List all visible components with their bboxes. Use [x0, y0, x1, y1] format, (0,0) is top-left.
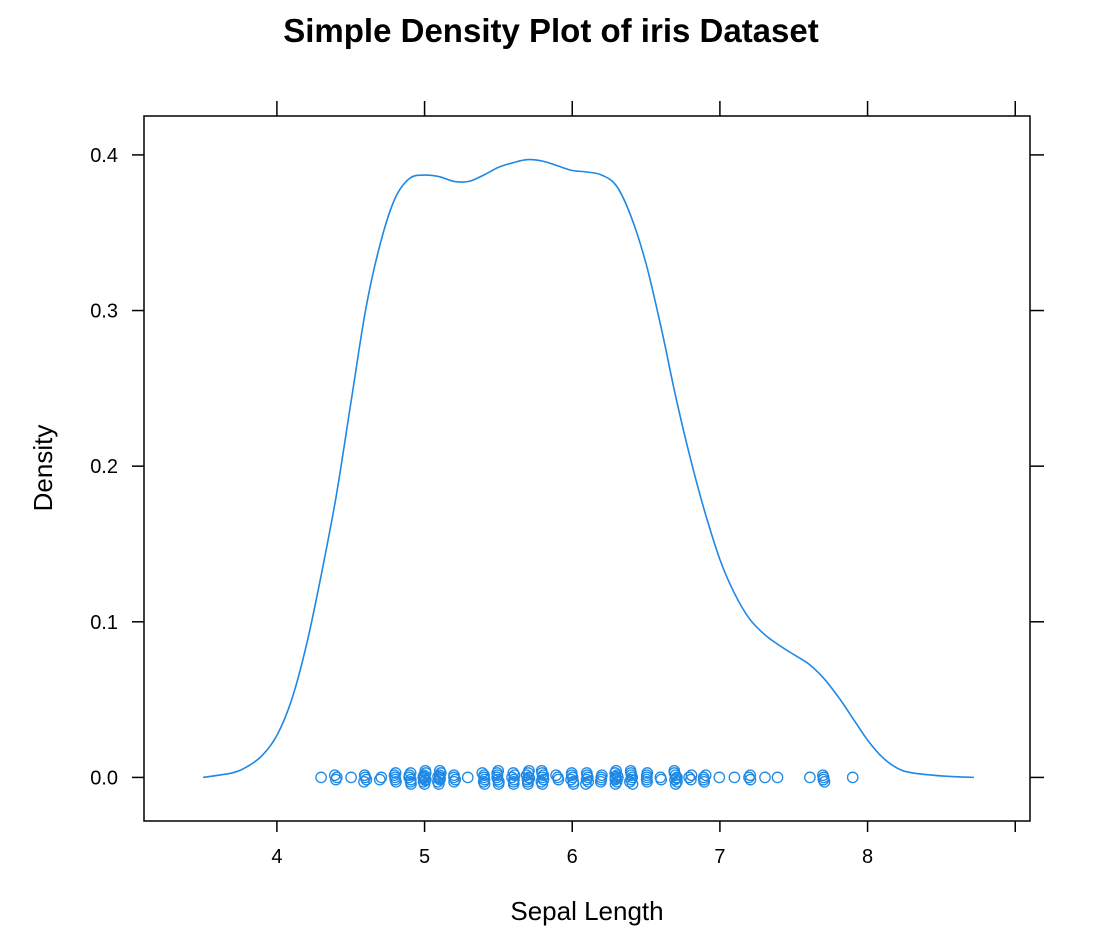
y-tick-label: 0.1 — [90, 612, 118, 634]
rug-point — [390, 775, 402, 788]
rug-point — [345, 771, 357, 784]
x-tick-label: 6 — [567, 846, 578, 868]
y-axis-label: Density — [28, 425, 58, 512]
rug-point — [508, 769, 521, 782]
y-tick-label: 0.2 — [90, 456, 118, 478]
rug-point — [728, 771, 741, 784]
rug-point — [328, 769, 341, 782]
x-tick-label: 7 — [714, 846, 725, 868]
rug-point — [433, 764, 446, 777]
rug-point — [448, 775, 460, 788]
rug-point — [550, 769, 562, 782]
rug-point — [523, 764, 535, 777]
axis-tick-labels: 4 5 6 7 8 0.0 0.1 0.2 0.3 0.4 — [90, 145, 873, 868]
rug-point — [565, 767, 578, 779]
y-tick-label: 0.4 — [90, 145, 118, 167]
rug-point — [536, 778, 549, 790]
rug-point — [580, 773, 593, 786]
rug-point — [507, 778, 520, 790]
rug-point — [580, 778, 592, 790]
rug-point — [818, 775, 831, 788]
rug-point — [358, 775, 370, 788]
rug-point — [804, 771, 816, 784]
rug-point — [683, 771, 695, 784]
rug-point — [624, 775, 636, 788]
rug-point — [582, 775, 595, 788]
rug-point — [523, 772, 536, 785]
rug-point — [419, 764, 432, 777]
rug-point — [744, 769, 757, 782]
rug-point — [476, 767, 489, 779]
rug-point — [478, 769, 490, 782]
rug-point — [698, 775, 711, 788]
x-tick-label: 8 — [862, 846, 873, 868]
rug-point — [668, 764, 681, 777]
rug-point — [567, 778, 580, 790]
x-tick-label: 5 — [419, 846, 430, 868]
rug-point — [389, 767, 402, 779]
rug-point — [461, 771, 474, 784]
chart-title: Simple Density Plot of iris Dataset — [283, 12, 818, 49]
rug-point — [641, 767, 654, 779]
rug-point — [671, 775, 683, 788]
rug-point — [315, 771, 327, 784]
rug-point — [405, 778, 417, 790]
rug-point — [817, 769, 829, 782]
rug-point — [699, 769, 712, 782]
rug-point — [846, 771, 859, 784]
rug-point — [670, 772, 683, 785]
rug-point — [330, 773, 342, 786]
rug-point — [373, 773, 386, 786]
rug-point — [625, 773, 638, 786]
rug-point — [432, 770, 444, 783]
rug-point — [669, 778, 682, 790]
rug-point — [535, 764, 548, 777]
y-tick-label: 0.0 — [90, 767, 118, 789]
rug-points — [315, 764, 859, 790]
rug-point — [744, 773, 757, 786]
rug-point — [594, 775, 607, 788]
rug-point — [492, 764, 505, 777]
rug-point — [759, 771, 771, 784]
rug-point — [713, 771, 726, 784]
rug-point — [522, 778, 534, 790]
plot-frame — [143, 115, 1031, 822]
rug-point — [492, 778, 505, 790]
rug-point — [626, 778, 639, 790]
rug-point — [580, 767, 593, 779]
rug-point — [375, 771, 388, 784]
rug-point — [358, 769, 371, 782]
rug-point — [432, 778, 445, 790]
rug-point — [771, 771, 784, 784]
rug-point — [685, 769, 698, 782]
rug-point — [434, 772, 446, 785]
rug-point — [448, 769, 460, 782]
rug-point — [609, 770, 622, 783]
rug-point — [655, 773, 668, 786]
axis-ticks — [132, 101, 1044, 832]
rug-point — [596, 769, 608, 782]
rug-point — [641, 775, 653, 788]
rug-point — [537, 773, 550, 786]
rug-point — [669, 773, 681, 786]
rug-point — [685, 773, 697, 786]
rug-point — [419, 774, 432, 787]
rug-point — [609, 778, 622, 790]
x-axis-label: Sepal Length — [510, 896, 663, 926]
x-tick-label: 4 — [271, 846, 282, 868]
rug-point — [610, 764, 622, 777]
rug-point — [478, 778, 491, 790]
y-tick-label: 0.3 — [90, 301, 118, 323]
density-curve — [202, 158, 974, 779]
rug-point — [624, 764, 637, 777]
